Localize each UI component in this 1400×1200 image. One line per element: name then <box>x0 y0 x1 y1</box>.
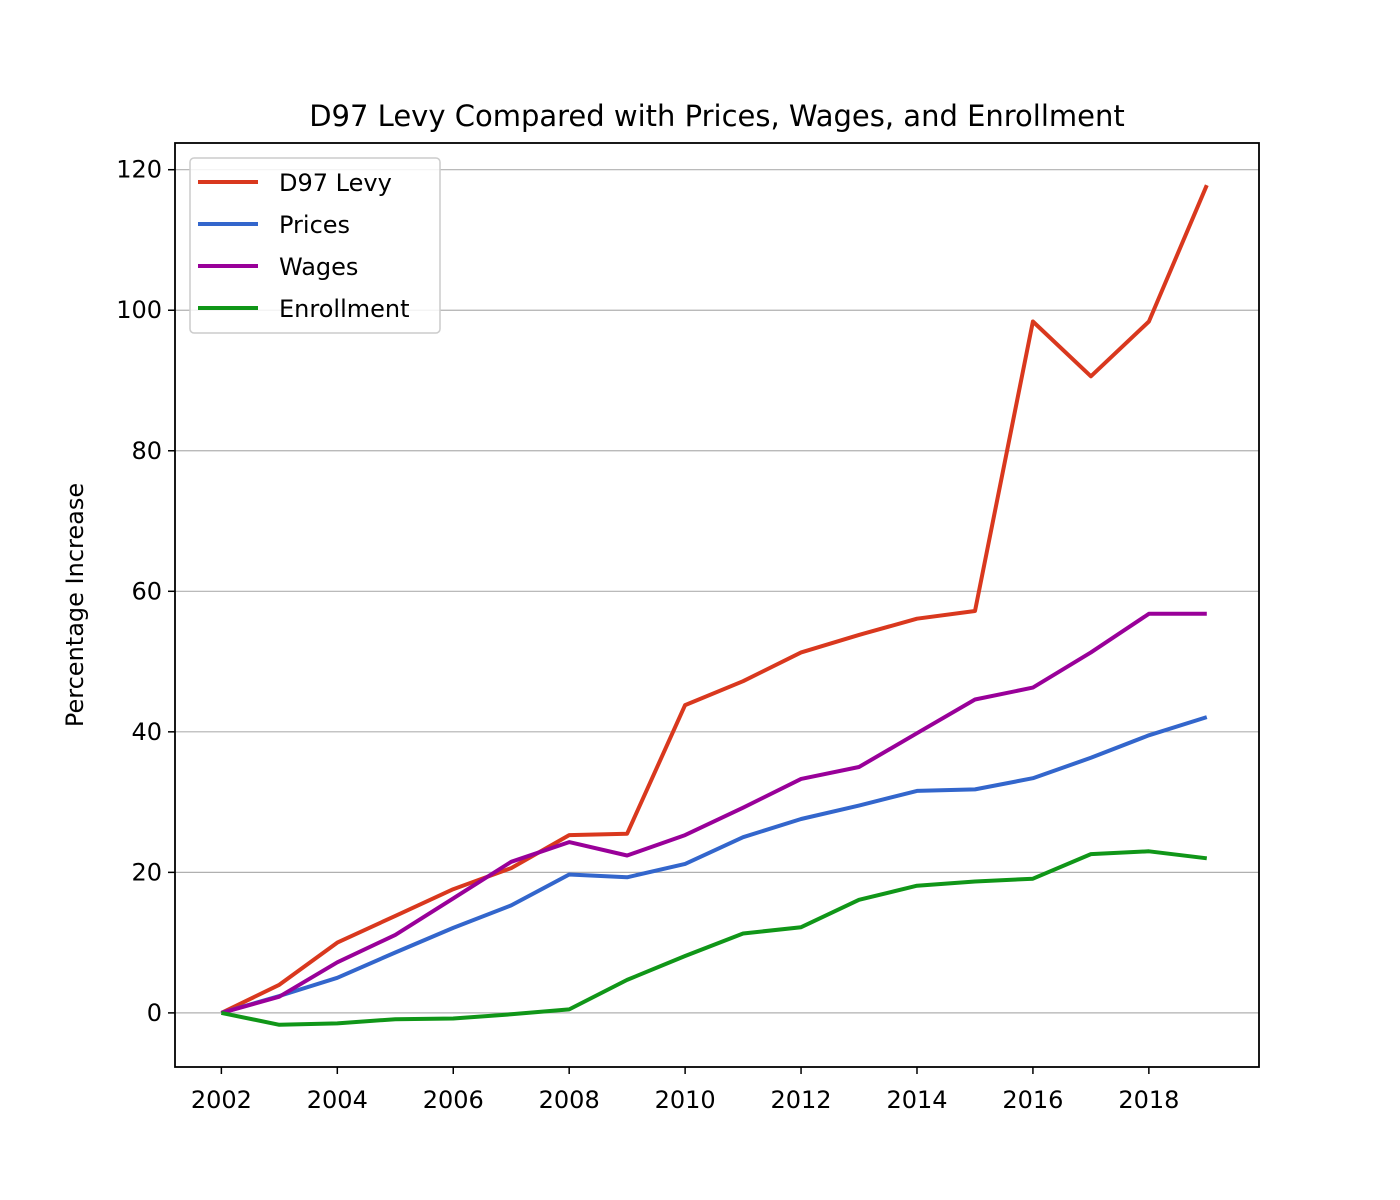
x-tick-label: 2010 <box>655 1086 716 1114</box>
series-line-prices <box>220 715 1208 1015</box>
legend-entry-label: Wages <box>279 253 358 281</box>
x-tick-label: 2008 <box>539 1086 600 1114</box>
x-tick-label: 2002 <box>191 1086 252 1114</box>
y-tick-label: 20 <box>131 858 162 886</box>
y-tick-label: 100 <box>116 296 162 324</box>
legend-entry-label: Enrollment <box>279 295 410 323</box>
y-tick-label: 40 <box>131 718 162 746</box>
y-tick-label: 60 <box>131 577 162 605</box>
x-tick-label: 2004 <box>307 1086 368 1114</box>
y-tick-label: 80 <box>131 437 162 465</box>
y-axis-label: Percentage Increase <box>61 483 89 727</box>
legend-entry-label: D97 Levy <box>279 169 392 197</box>
series-line-wages <box>220 611 1207 1015</box>
x-tick-label: 2018 <box>1118 1086 1179 1114</box>
x-axis: 2002 2004 2006 2008 2010 2012 2014 2016 2018 <box>191 1067 1179 1114</box>
y-tick-label: 120 <box>116 156 162 184</box>
series-lines <box>220 184 1209 1027</box>
series-line-enrollment <box>220 849 1208 1027</box>
x-tick-label: 2014 <box>886 1086 947 1114</box>
legend: D97 Levy Prices Wages Enrollment <box>189 157 441 334</box>
x-tick-label: 2016 <box>1002 1086 1063 1114</box>
x-tick-label: 2012 <box>771 1086 832 1114</box>
chart-title: D97 Levy Compared with Prices, Wages, an… <box>309 99 1125 133</box>
y-tick-label: 0 <box>147 999 162 1027</box>
legend-entry-label: Prices <box>279 211 350 239</box>
y-axis: 0 20 40 60 80 100 120 <box>116 156 175 1027</box>
plot-frame <box>174 142 1260 1068</box>
series-line-d97-levy <box>220 184 1209 1015</box>
x-tick-label: 2006 <box>423 1086 484 1114</box>
legend-box <box>189 157 441 334</box>
